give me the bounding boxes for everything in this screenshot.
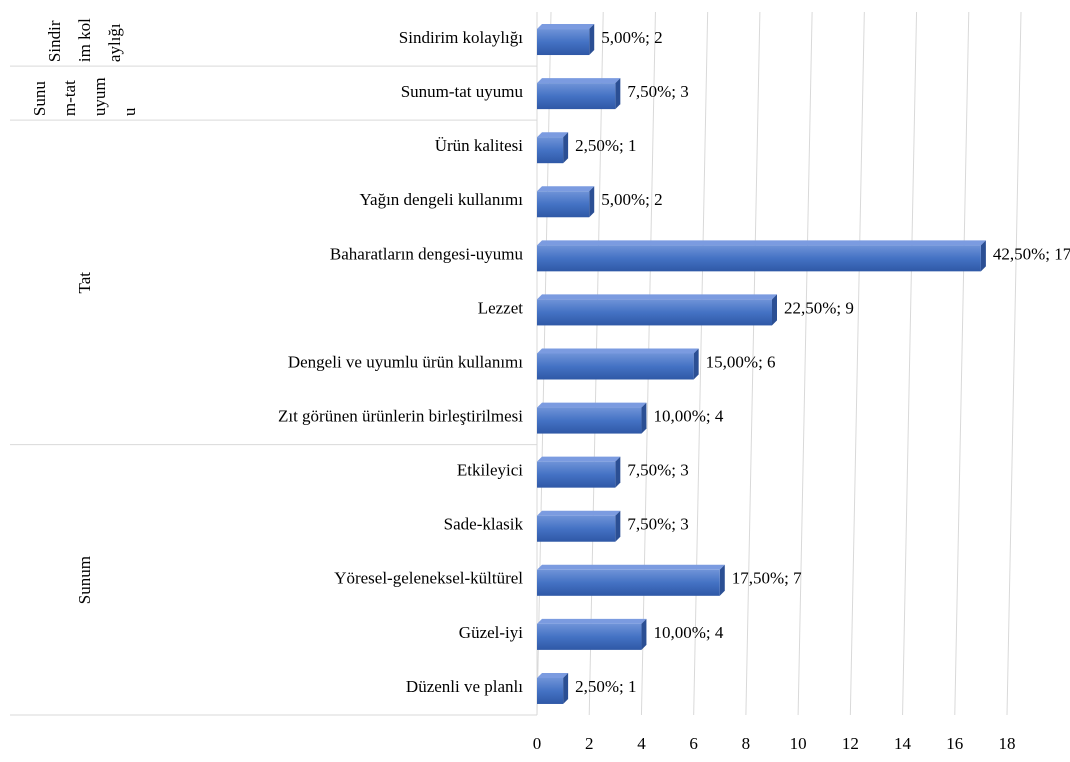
group-label-text: Tat (75, 271, 94, 294)
bar (537, 510, 621, 542)
grid-line (954, 11, 970, 716)
data-label: 15,00%; 6 (706, 352, 776, 371)
data-label: 7,50%; 3 (627, 82, 688, 101)
bar (537, 564, 725, 596)
data-label: 7,50%; 3 (627, 461, 688, 480)
x-tick-label: 14 (894, 734, 912, 753)
data-label: 42,50%; 17 (993, 244, 1070, 263)
bar (537, 24, 595, 56)
x-tick-label: 4 (637, 734, 646, 753)
bar (537, 132, 569, 164)
bar (537, 78, 621, 110)
data-label: 2,50%; 1 (575, 136, 636, 155)
y-tick-label: Dengeli ve uyumlu ürün kullanımı (288, 352, 523, 371)
data-label: 10,00%; 4 (653, 406, 723, 425)
data-label: 10,00%; 4 (653, 623, 723, 642)
bar (537, 240, 986, 272)
y-tick-label: Sunum-tat uyumu (401, 82, 524, 101)
x-tick-label: 10 (790, 734, 807, 753)
data-label: 5,00%; 2 (601, 190, 662, 209)
group-label: Sindirim kolaylığı (10, 16, 160, 62)
bar (537, 672, 569, 704)
x-tick-label: 16 (946, 734, 963, 753)
data-label: 17,50%; 7 (732, 569, 802, 588)
y-tick-label: Etkileyici (457, 461, 523, 480)
x-tick-label: 0 (533, 734, 542, 753)
bar (537, 402, 647, 434)
y-tick-label: Lezzet (478, 298, 524, 317)
y-tick-label: Yöresel-geleneksel-kültürel (334, 569, 523, 588)
grid-line (693, 11, 709, 716)
x-tick-label: 6 (689, 734, 698, 753)
group-label-text: Sunum-tat uyumu (30, 77, 139, 117)
y-tick-label: Sindirim kolaylığı (399, 28, 523, 47)
grid-line (849, 11, 865, 716)
y-tick-label: Güzel-iyi (459, 623, 523, 642)
bar (537, 618, 647, 650)
grid-line (745, 11, 761, 716)
y-tick-label: Düzenli ve planlı (406, 677, 523, 696)
group-label-text: Sindirim kolaylığı (45, 18, 124, 63)
x-tick-label: 8 (742, 734, 751, 753)
bar (537, 294, 777, 326)
y-tick-label: Yağın dengeli kullanımı (359, 190, 523, 209)
data-label: 5,00%; 2 (601, 28, 662, 47)
y-tick-label: Sade-klasik (444, 515, 524, 534)
bar (537, 186, 595, 218)
x-tick-label: 18 (999, 734, 1016, 753)
group-label-text: Sunum (75, 555, 94, 604)
data-label: 2,50%; 1 (575, 677, 636, 696)
y-tick-label: Zıt görünen ürünlerin birleştirilmesi (278, 406, 523, 425)
group-label: Tat (10, 124, 160, 440)
data-label: 22,50%; 9 (784, 298, 854, 317)
grid-line (902, 11, 918, 716)
group-label: Sunum (10, 449, 160, 711)
y-tick-label: Ürün kalitesi (435, 136, 524, 155)
x-tick-label: 12 (842, 734, 859, 753)
grid-line (1006, 11, 1022, 716)
bar (537, 456, 621, 488)
grid-line (797, 11, 813, 716)
x-tick-label: 2 (585, 734, 594, 753)
bar (537, 348, 699, 380)
y-tick-label: Baharatların dengesi-uyumu (330, 244, 524, 263)
data-label: 7,50%; 3 (627, 515, 688, 534)
group-label: Sunum-tat uyumu (10, 70, 160, 116)
